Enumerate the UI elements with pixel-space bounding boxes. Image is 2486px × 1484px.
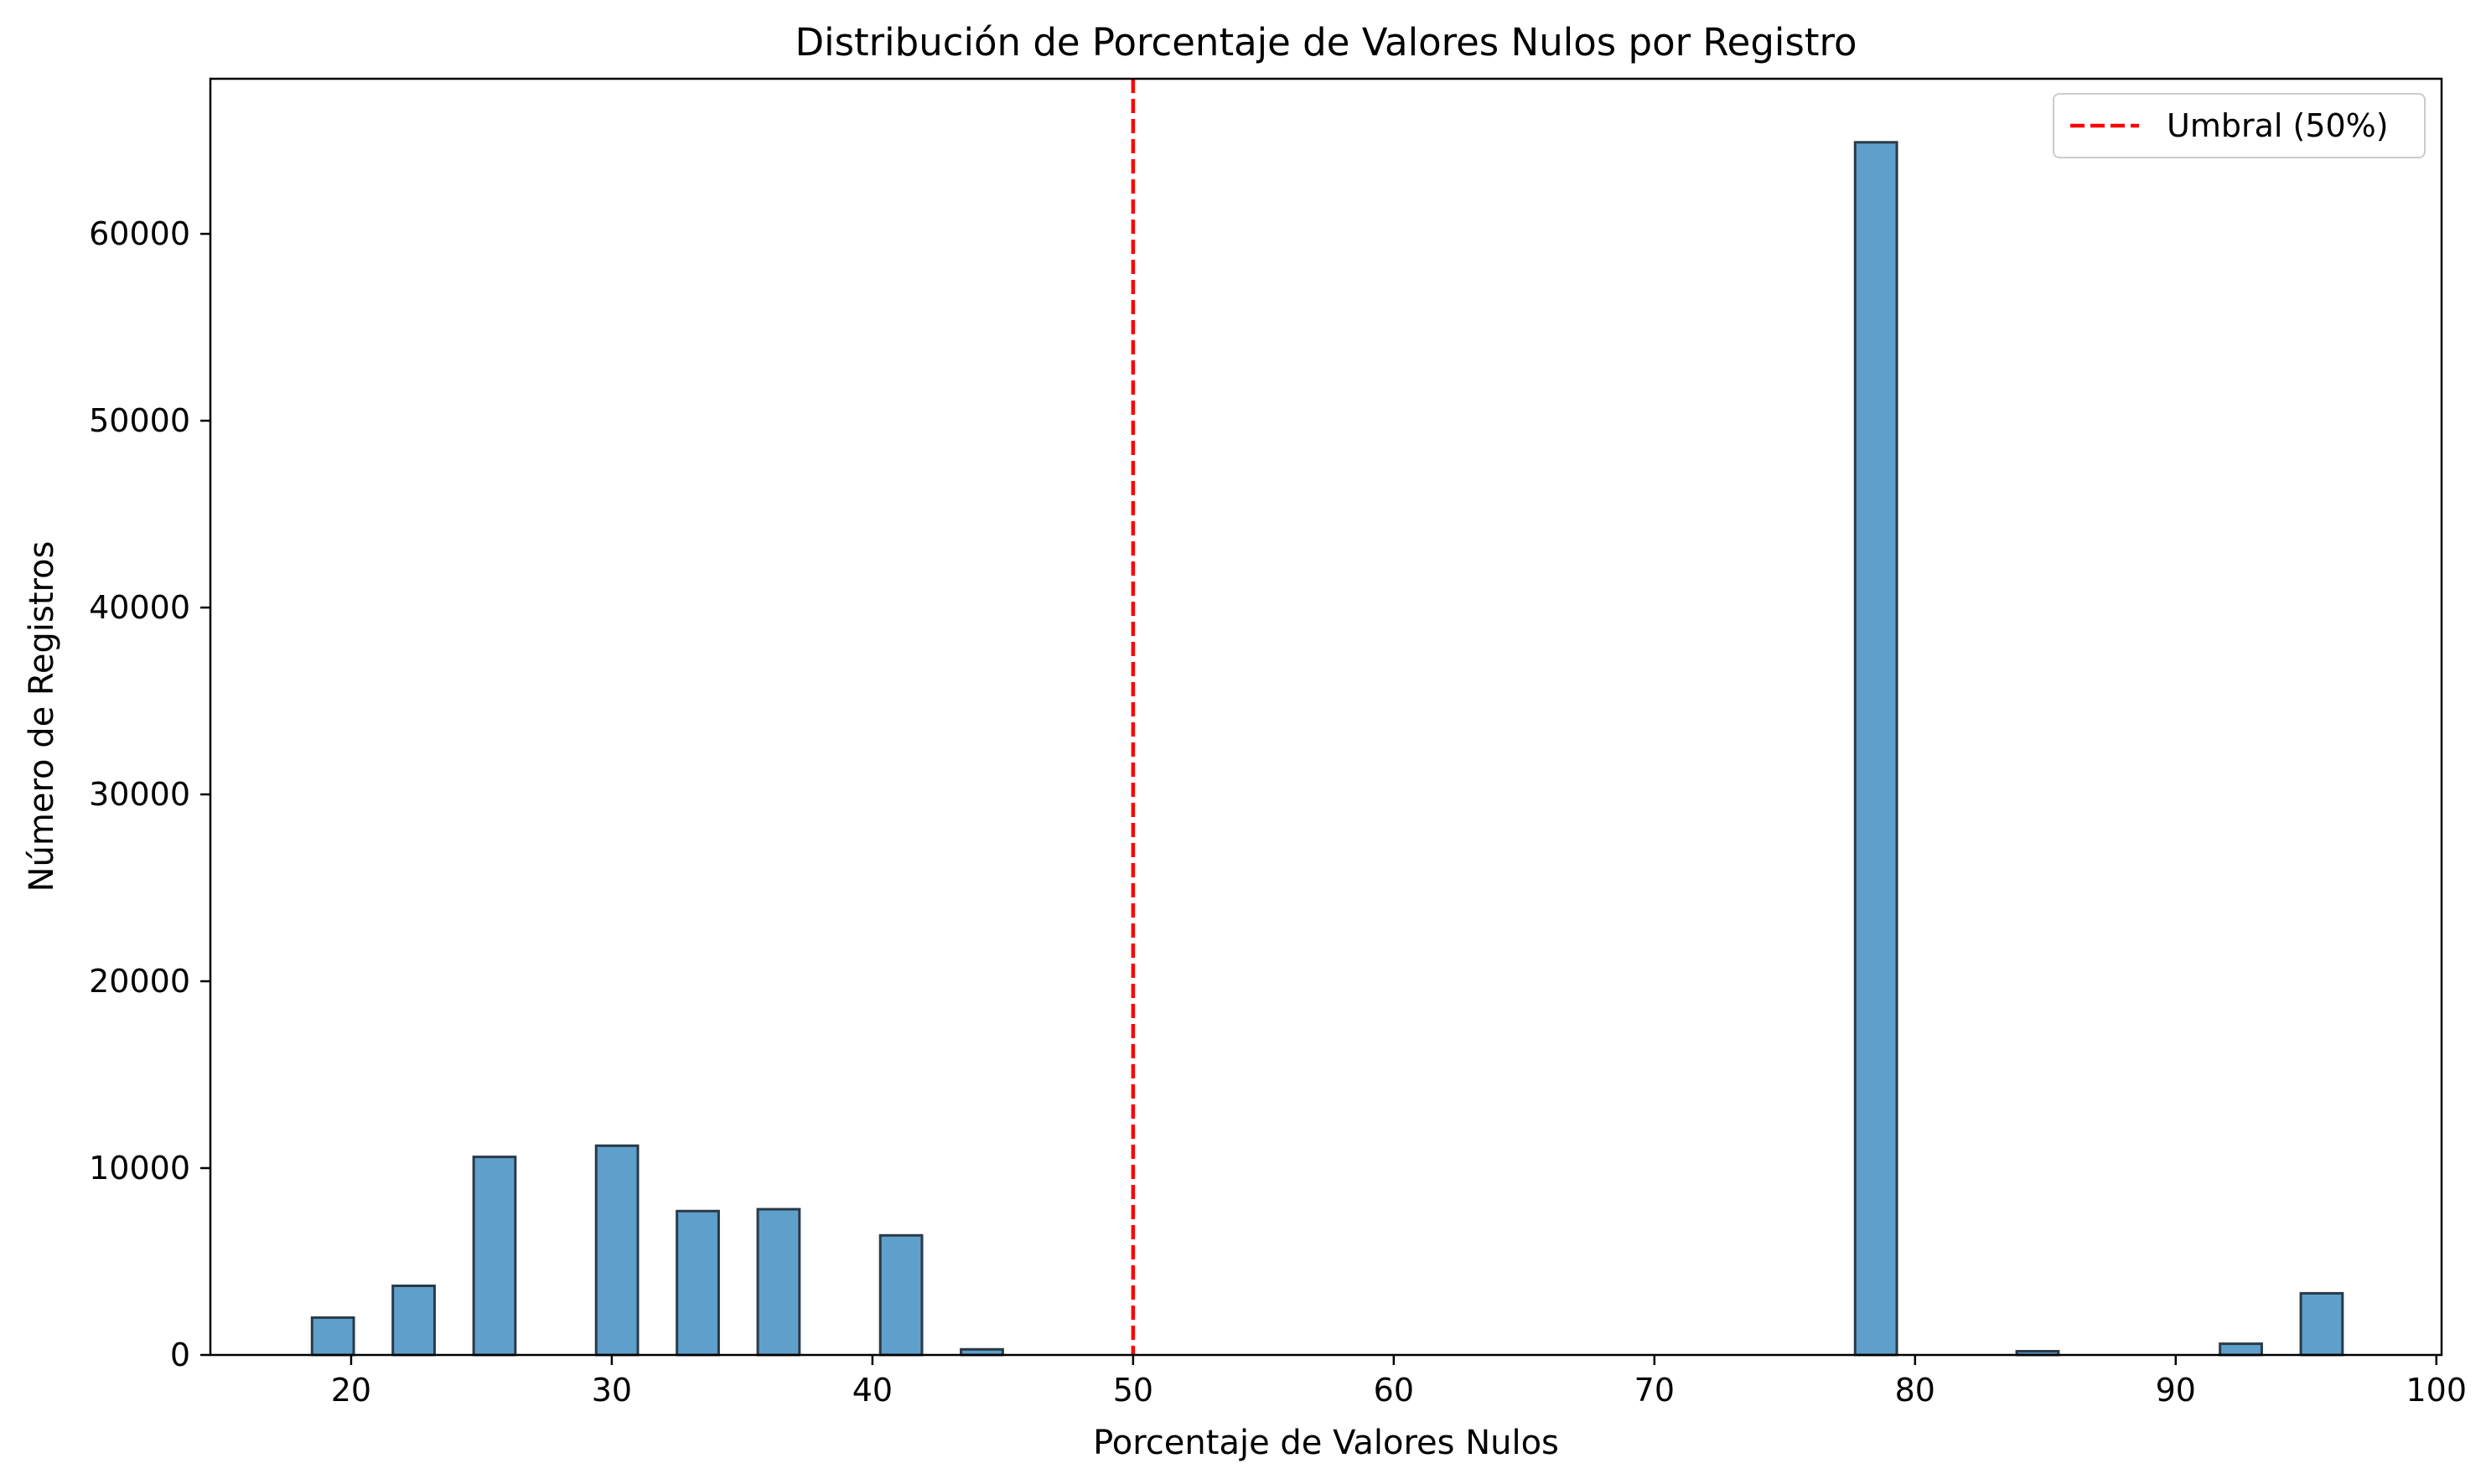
legend-box — [2053, 93, 2426, 158]
chart-title: Distribución de Porcentaje de Valores Nu… — [795, 20, 1857, 65]
y-axis-title: Número de Registros — [23, 541, 61, 892]
y-tick-label: 10000 — [89, 1150, 190, 1187]
legend: Umbral (50%) — [2053, 93, 2426, 158]
x-tick-label: 20 — [331, 1372, 371, 1409]
x-tick-label: 70 — [1634, 1372, 1675, 1409]
x-axis-title: Porcentaje de Valores Nulos — [1093, 1424, 1559, 1462]
x-tick-label: 30 — [592, 1372, 632, 1409]
x-tick-label: 40 — [852, 1372, 893, 1409]
histogram-bar-9 — [1853, 141, 1898, 1357]
x-tick-label: 60 — [1374, 1372, 1414, 1409]
histogram-bar-1 — [310, 1316, 355, 1357]
histogram-bar-2 — [391, 1284, 436, 1357]
histogram-bar-3 — [472, 1156, 517, 1357]
x-axis-ticks: 20 30 40 50 60 70 80 90 100 — [331, 1355, 2467, 1409]
legend-label-threshold: Umbral (50%) — [2167, 107, 2389, 144]
x-tick-label: 80 — [1895, 1372, 1935, 1409]
histogram-bar-11 — [2219, 1342, 2263, 1357]
y-tick-label: 30000 — [89, 776, 190, 813]
y-tick-label: 60000 — [89, 215, 190, 252]
y-axis-ticks: 0 10000 20000 30000 40000 50000 60000 — [89, 215, 210, 1373]
bars-layer — [310, 141, 2344, 1357]
x-tick-label: 90 — [2156, 1372, 2196, 1409]
histogram-bar-6 — [756, 1207, 801, 1357]
y-tick-label: 0 — [170, 1337, 190, 1373]
y-tick-label: 50000 — [89, 402, 190, 439]
x-tick-label: 50 — [1113, 1372, 1153, 1409]
histogram-bar-12 — [2299, 1291, 2344, 1357]
x-tick-label: 100 — [2406, 1372, 2468, 1409]
histogram-bar-4 — [594, 1144, 640, 1357]
y-tick-label: 40000 — [89, 589, 190, 626]
histogram-bar-7 — [878, 1233, 924, 1357]
y-tick-label: 20000 — [89, 963, 190, 1000]
histogram-bar-5 — [676, 1209, 720, 1357]
plot-frame — [209, 77, 2443, 1357]
